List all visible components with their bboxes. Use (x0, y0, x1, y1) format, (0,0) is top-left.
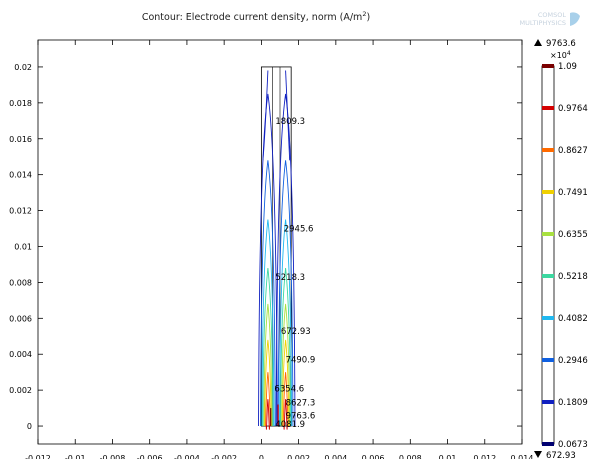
legend-level-label: 0.5218 (558, 272, 588, 282)
x-tick-label: 0.004 (324, 454, 347, 459)
legend-level-label: 0.0673 (558, 440, 588, 450)
x-tick-label: -0.008 (100, 454, 126, 459)
contour-value-label: 1809.3 (275, 117, 305, 127)
chart-title-group: Contour: Electrode current density, norm… (142, 10, 370, 23)
contour-line (282, 372, 289, 427)
max-arrow-icon (534, 39, 542, 46)
contour-line (263, 303, 273, 427)
contour-value-label: 9763.6 (286, 411, 316, 421)
x-tick-label: 0 (259, 454, 264, 459)
x-tick-label: 0.002 (287, 454, 310, 459)
y-tick-label: 0.006 (9, 314, 32, 323)
contour-line (277, 160, 294, 427)
chart-title: Contour: Electrode current density, norm… (142, 10, 370, 23)
legend-level-label: 1.09 (558, 62, 577, 72)
contour-line (280, 267, 292, 427)
contour-line (261, 219, 275, 427)
plot-area: -0.012 -0.01 -0.008 -0.006 -0.004 -0.002 0 0.00… (9, 39, 534, 459)
x-tick-label: 0.008 (399, 454, 422, 459)
contour-line (281, 339, 290, 427)
legend-swatch (542, 400, 554, 404)
y-tick-label: 0.014 (9, 171, 32, 180)
x-tick-label: -0.01 (65, 454, 86, 459)
legend-bar (541, 65, 555, 445)
contour-line (285, 70, 291, 161)
legend-swatch (542, 190, 554, 194)
legend-level-label: 0.2946 (558, 356, 588, 366)
logo-icon (570, 12, 580, 26)
y-tick-label: 0.008 (9, 278, 32, 287)
watermark-line-2: MULTIPHYSICS (520, 19, 566, 27)
legend-swatch (542, 442, 554, 446)
contour-line (264, 339, 272, 427)
contour-line (281, 303, 291, 427)
contour-value-label: 8627.3 (286, 399, 316, 409)
contour-value-label: 4081.9 (275, 420, 305, 430)
contour-value-label: 7490.9 (286, 356, 316, 366)
contour-line (258, 93, 278, 427)
y-tick-label: 0.01 (14, 242, 32, 251)
contour-value-label: 6354.6 (274, 384, 304, 394)
y-tick-label: 0.002 (9, 386, 32, 395)
x-tick-label: 0.006 (362, 454, 385, 459)
legend-swatch (542, 64, 554, 68)
x-tick-label: 0.01 (439, 454, 457, 459)
contour-line (275, 93, 296, 427)
legend-max-label: 9763.6 (546, 39, 576, 49)
legend-swatch (542, 358, 554, 362)
contour-value-label: 672.93 (281, 327, 311, 337)
y-tick-label: 0.012 (9, 207, 32, 216)
legend-swatch (542, 106, 554, 110)
x-tick-label: 0.012 (473, 454, 496, 459)
contour-line (283, 399, 288, 430)
x-tick-label: -0.002 (211, 454, 237, 459)
contour-line (279, 219, 293, 427)
legend-swatch (542, 232, 554, 236)
legend-level-label: 0.9764 (558, 104, 588, 114)
legend-multiplier: ×104 (550, 50, 571, 60)
contour-line (265, 399, 270, 430)
contour-line (260, 160, 276, 427)
legend-level-label: 0.1809 (558, 398, 588, 408)
x-tick-label: -0.012 (25, 454, 51, 459)
contour-line (262, 267, 274, 427)
color-legend: 9763.6×104 1.09 0.9764 0.8627 0.7491 0.6355 0.… (534, 39, 588, 459)
x-tick-label: 0.014 (511, 454, 534, 459)
legend-swatch (542, 274, 554, 278)
x-tick-label: -0.006 (137, 454, 163, 459)
legend-level-label: 0.7491 (558, 188, 588, 198)
legend-swatch (542, 148, 554, 152)
contour-value-label: 2945.6 (284, 225, 314, 235)
x-tick-label: -0.004 (174, 454, 200, 459)
y-tick-label: 0.016 (9, 135, 32, 144)
legend-level-label: 0.8627 (558, 146, 588, 156)
legend-swatch (542, 316, 554, 320)
watermark-line-1: COMSOL (538, 11, 567, 19)
y-tick-label: 0.02 (14, 63, 32, 72)
y-tick-label: 0.004 (9, 350, 32, 359)
y-tick-label: 0.018 (9, 99, 32, 108)
legend-level-label: 0.6355 (558, 230, 588, 240)
legend-level-label: 0.4082 (558, 314, 588, 324)
contour-line (262, 70, 269, 161)
y-tick-label: 0 (27, 422, 32, 431)
min-arrow-icon (534, 451, 542, 458)
contour-line (265, 372, 271, 427)
legend-min-label: 672.93 (546, 451, 576, 459)
contour-value-label: 5218.3 (275, 273, 305, 283)
